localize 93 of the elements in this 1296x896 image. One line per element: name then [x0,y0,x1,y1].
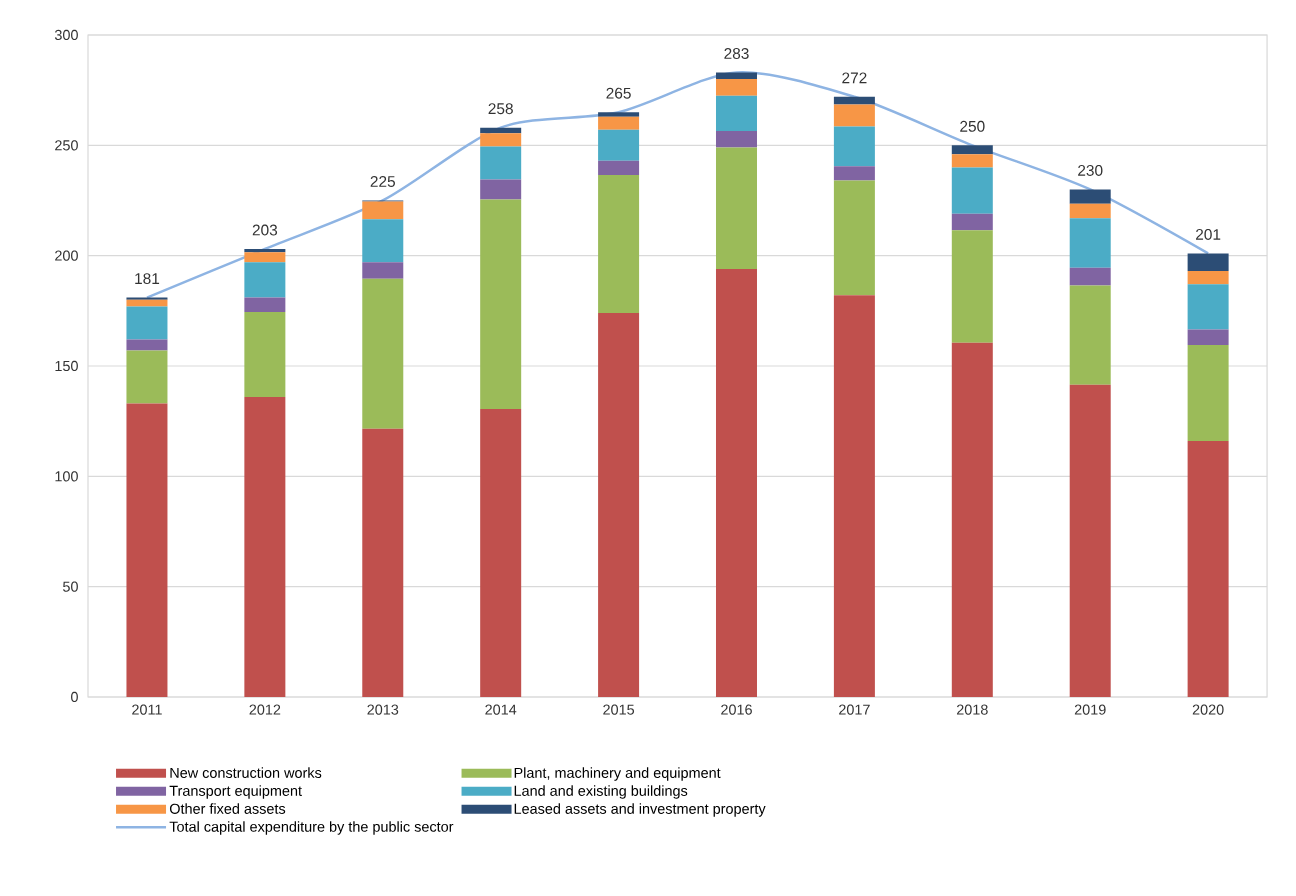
y-tick-label: 200 [55,250,78,261]
legend-label: Leased assets and investment property [514,803,766,817]
legend-label: Total capital expenditure by the public sector [169,821,454,835]
legend-label: Transport equipment [169,785,302,799]
bar [1187,329,1229,346]
data-label: 201 [1196,228,1221,240]
bar [480,179,522,200]
x-tick-label: 2014 [485,704,517,715]
bar [715,268,757,697]
bar [244,249,286,253]
legend-label: Land and existing buildings [514,785,688,799]
bar [480,199,522,410]
bar [833,96,875,105]
bar [715,95,757,131]
x-tick-label: 2011 [132,704,162,715]
bar [598,116,640,130]
bar [126,350,168,404]
bar [480,127,522,134]
data-label: 258 [488,103,513,115]
x-tick-label: 2019 [1074,704,1106,715]
bar [480,146,522,180]
bar [951,145,993,155]
x-tick-label: 2017 [839,704,870,715]
bar [833,295,875,697]
bar [126,339,168,351]
y-tick-label: 300 [54,29,78,41]
bar [1069,218,1111,268]
y-tick-label: 150 [55,360,78,372]
data-label: 225 [370,176,395,187]
x-tick-label: 2020 [1192,704,1224,715]
bar [951,230,993,343]
bar [951,342,993,697]
bar [126,306,168,340]
bar [598,129,640,161]
bar [244,311,286,397]
bar [598,175,640,314]
y-tick-label: 0 [71,691,78,703]
bar [1069,267,1111,286]
bar [598,160,640,176]
x-tick-label: 2015 [603,704,635,715]
bar [1187,253,1229,272]
bar [833,104,875,127]
bar [480,133,522,147]
bar [480,409,522,697]
x-tick-label: 2013 [367,704,399,715]
data-label: 230 [1078,165,1103,176]
bar [1069,203,1111,219]
data-label: 265 [606,87,631,99]
bar [126,299,168,307]
bar [362,428,404,697]
bar [126,403,168,697]
bar [951,154,993,168]
data-label: 203 [252,224,278,236]
bar [715,130,757,148]
y-tick-label: 50 [63,581,78,592]
bar [833,180,875,296]
bar [1187,441,1229,697]
bar [1069,384,1111,697]
bar [362,201,404,220]
bar [715,72,757,80]
data-label: 283 [724,48,749,59]
bar [362,262,404,279]
bar [244,262,286,298]
bar [126,297,168,300]
bar [598,313,640,697]
bar [951,167,993,214]
legend-label: Plant, machinery and equipment [514,767,721,781]
bar [1069,189,1111,204]
bar [244,396,286,697]
bar [715,147,757,269]
bar [362,219,404,263]
x-tick-label: 2018 [956,704,988,715]
bar [244,297,286,312]
bar [1069,285,1111,385]
bar [833,166,875,181]
bar [244,252,286,263]
bar [598,112,640,117]
bar [1187,284,1229,330]
x-tick-label: 2016 [721,704,752,715]
data-label: 250 [960,120,985,132]
bar [833,126,875,167]
x-tick-label: 2012 [249,704,281,715]
legend-label: New construction works [170,767,322,778]
data-label: 181 [135,273,160,285]
bar [1187,271,1229,285]
bar [951,213,993,231]
bar [362,278,404,429]
legend-label: Other fixed assets [169,803,286,814]
bar [715,79,757,96]
y-tick-label: 100 [55,471,78,482]
data-label: 272 [842,72,867,84]
bar [1187,345,1229,442]
y-tick-label: 250 [55,140,78,151]
